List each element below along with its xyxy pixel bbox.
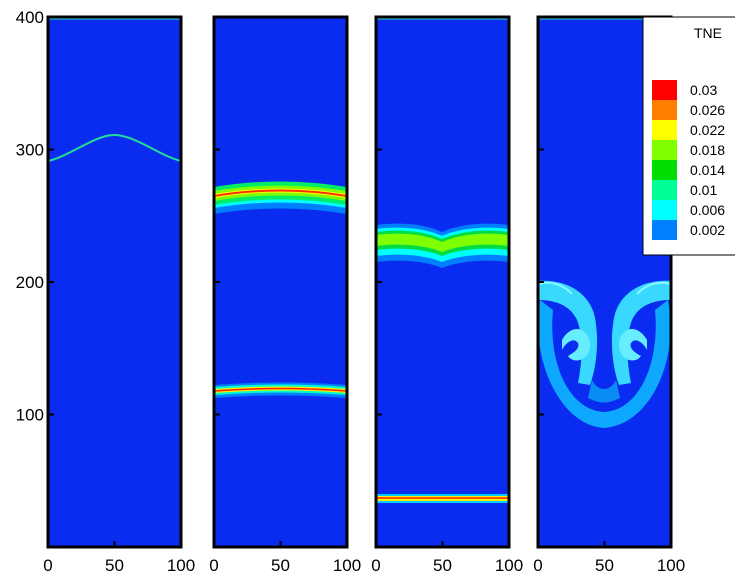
x-tick-label: 50 bbox=[271, 556, 290, 575]
colorbar-level-label: 0.018 bbox=[690, 142, 725, 158]
colorbar-swatch bbox=[652, 140, 677, 160]
panel-1 bbox=[46, 15, 183, 549]
colorbar-level-label: 0.022 bbox=[690, 122, 725, 138]
panel-2-upper-front-green bbox=[214, 185, 347, 201]
panel-4-left-roll bbox=[562, 329, 590, 361]
colorbar-swatch bbox=[652, 180, 677, 200]
panel-3 bbox=[374, 15, 511, 549]
colorbar-level-label: 0.014 bbox=[690, 162, 725, 178]
panel-4-mushroom-outer bbox=[538, 300, 671, 428]
y-axis: 100 200 300 400 bbox=[16, 8, 544, 425]
panel-4 bbox=[536, 15, 673, 549]
panel-2 bbox=[212, 15, 349, 549]
x-tick-label: 100 bbox=[167, 556, 195, 575]
x-tick-label: 50 bbox=[105, 556, 124, 575]
y-tick-label: 200 bbox=[16, 273, 44, 292]
colorbar-swatch bbox=[652, 160, 677, 180]
panel-2-background bbox=[214, 17, 347, 547]
panel-1-background bbox=[48, 17, 181, 547]
x-tick-label: 0 bbox=[533, 556, 542, 575]
colorbar-level-label: 0.01 bbox=[690, 182, 717, 198]
colorbar-swatches: 0.03 0.026 0.022 0.018 0.014 0.01 0.006 0.002 bbox=[652, 80, 725, 240]
panel-4-right-roll bbox=[619, 329, 647, 361]
y-tick-label: 300 bbox=[16, 141, 44, 160]
x-tick-label: 100 bbox=[657, 556, 685, 575]
colorbar-level-label: 0.03 bbox=[690, 82, 717, 98]
x-tick-label: 100 bbox=[333, 556, 361, 575]
y-tick-label: 400 bbox=[16, 8, 44, 27]
x-tick-label: 0 bbox=[371, 556, 380, 575]
panel-1-interface bbox=[48, 133, 181, 162]
colorbar-legend: TNE 0.030.0260.0220.0180.0140.010.0060.0… bbox=[642, 16, 735, 256]
panel-3-upper-front-lime bbox=[376, 233, 509, 252]
x-tick-label: 50 bbox=[433, 556, 452, 575]
panel-2-lower-front-core bbox=[214, 387, 347, 392]
colorbar-level-label: 0.002 bbox=[690, 222, 725, 238]
panel-4-upper-wisp-right bbox=[636, 281, 671, 295]
panel-4-stem bbox=[588, 380, 620, 403]
colorbar-level-label: 0.006 bbox=[690, 202, 725, 218]
colorbar-swatch bbox=[652, 220, 677, 240]
x-axes: 0 50 100 0 50 100 0 50 100 0 50 100 bbox=[43, 541, 685, 575]
panel-2-upper-front-core bbox=[214, 189, 347, 197]
x-tick-label: 0 bbox=[209, 556, 218, 575]
panel-4-upper-wisp-left bbox=[538, 281, 573, 295]
panel-2-lower-front-yellow bbox=[214, 386, 347, 393]
x-tick-label: 50 bbox=[595, 556, 614, 575]
panel-3-background bbox=[376, 17, 509, 547]
y-tick-label: 100 bbox=[16, 406, 44, 425]
colorbar-swatch bbox=[652, 200, 677, 220]
colorbar-level-label: 0.026 bbox=[690, 102, 725, 118]
colorbar-swatch bbox=[652, 100, 677, 120]
x-tick-label: 100 bbox=[495, 556, 523, 575]
colorbar-swatch bbox=[652, 120, 677, 140]
x-tick-label: 0 bbox=[43, 556, 52, 575]
colorbar-swatch bbox=[652, 80, 677, 100]
colorbar-title: TNE bbox=[694, 25, 722, 41]
